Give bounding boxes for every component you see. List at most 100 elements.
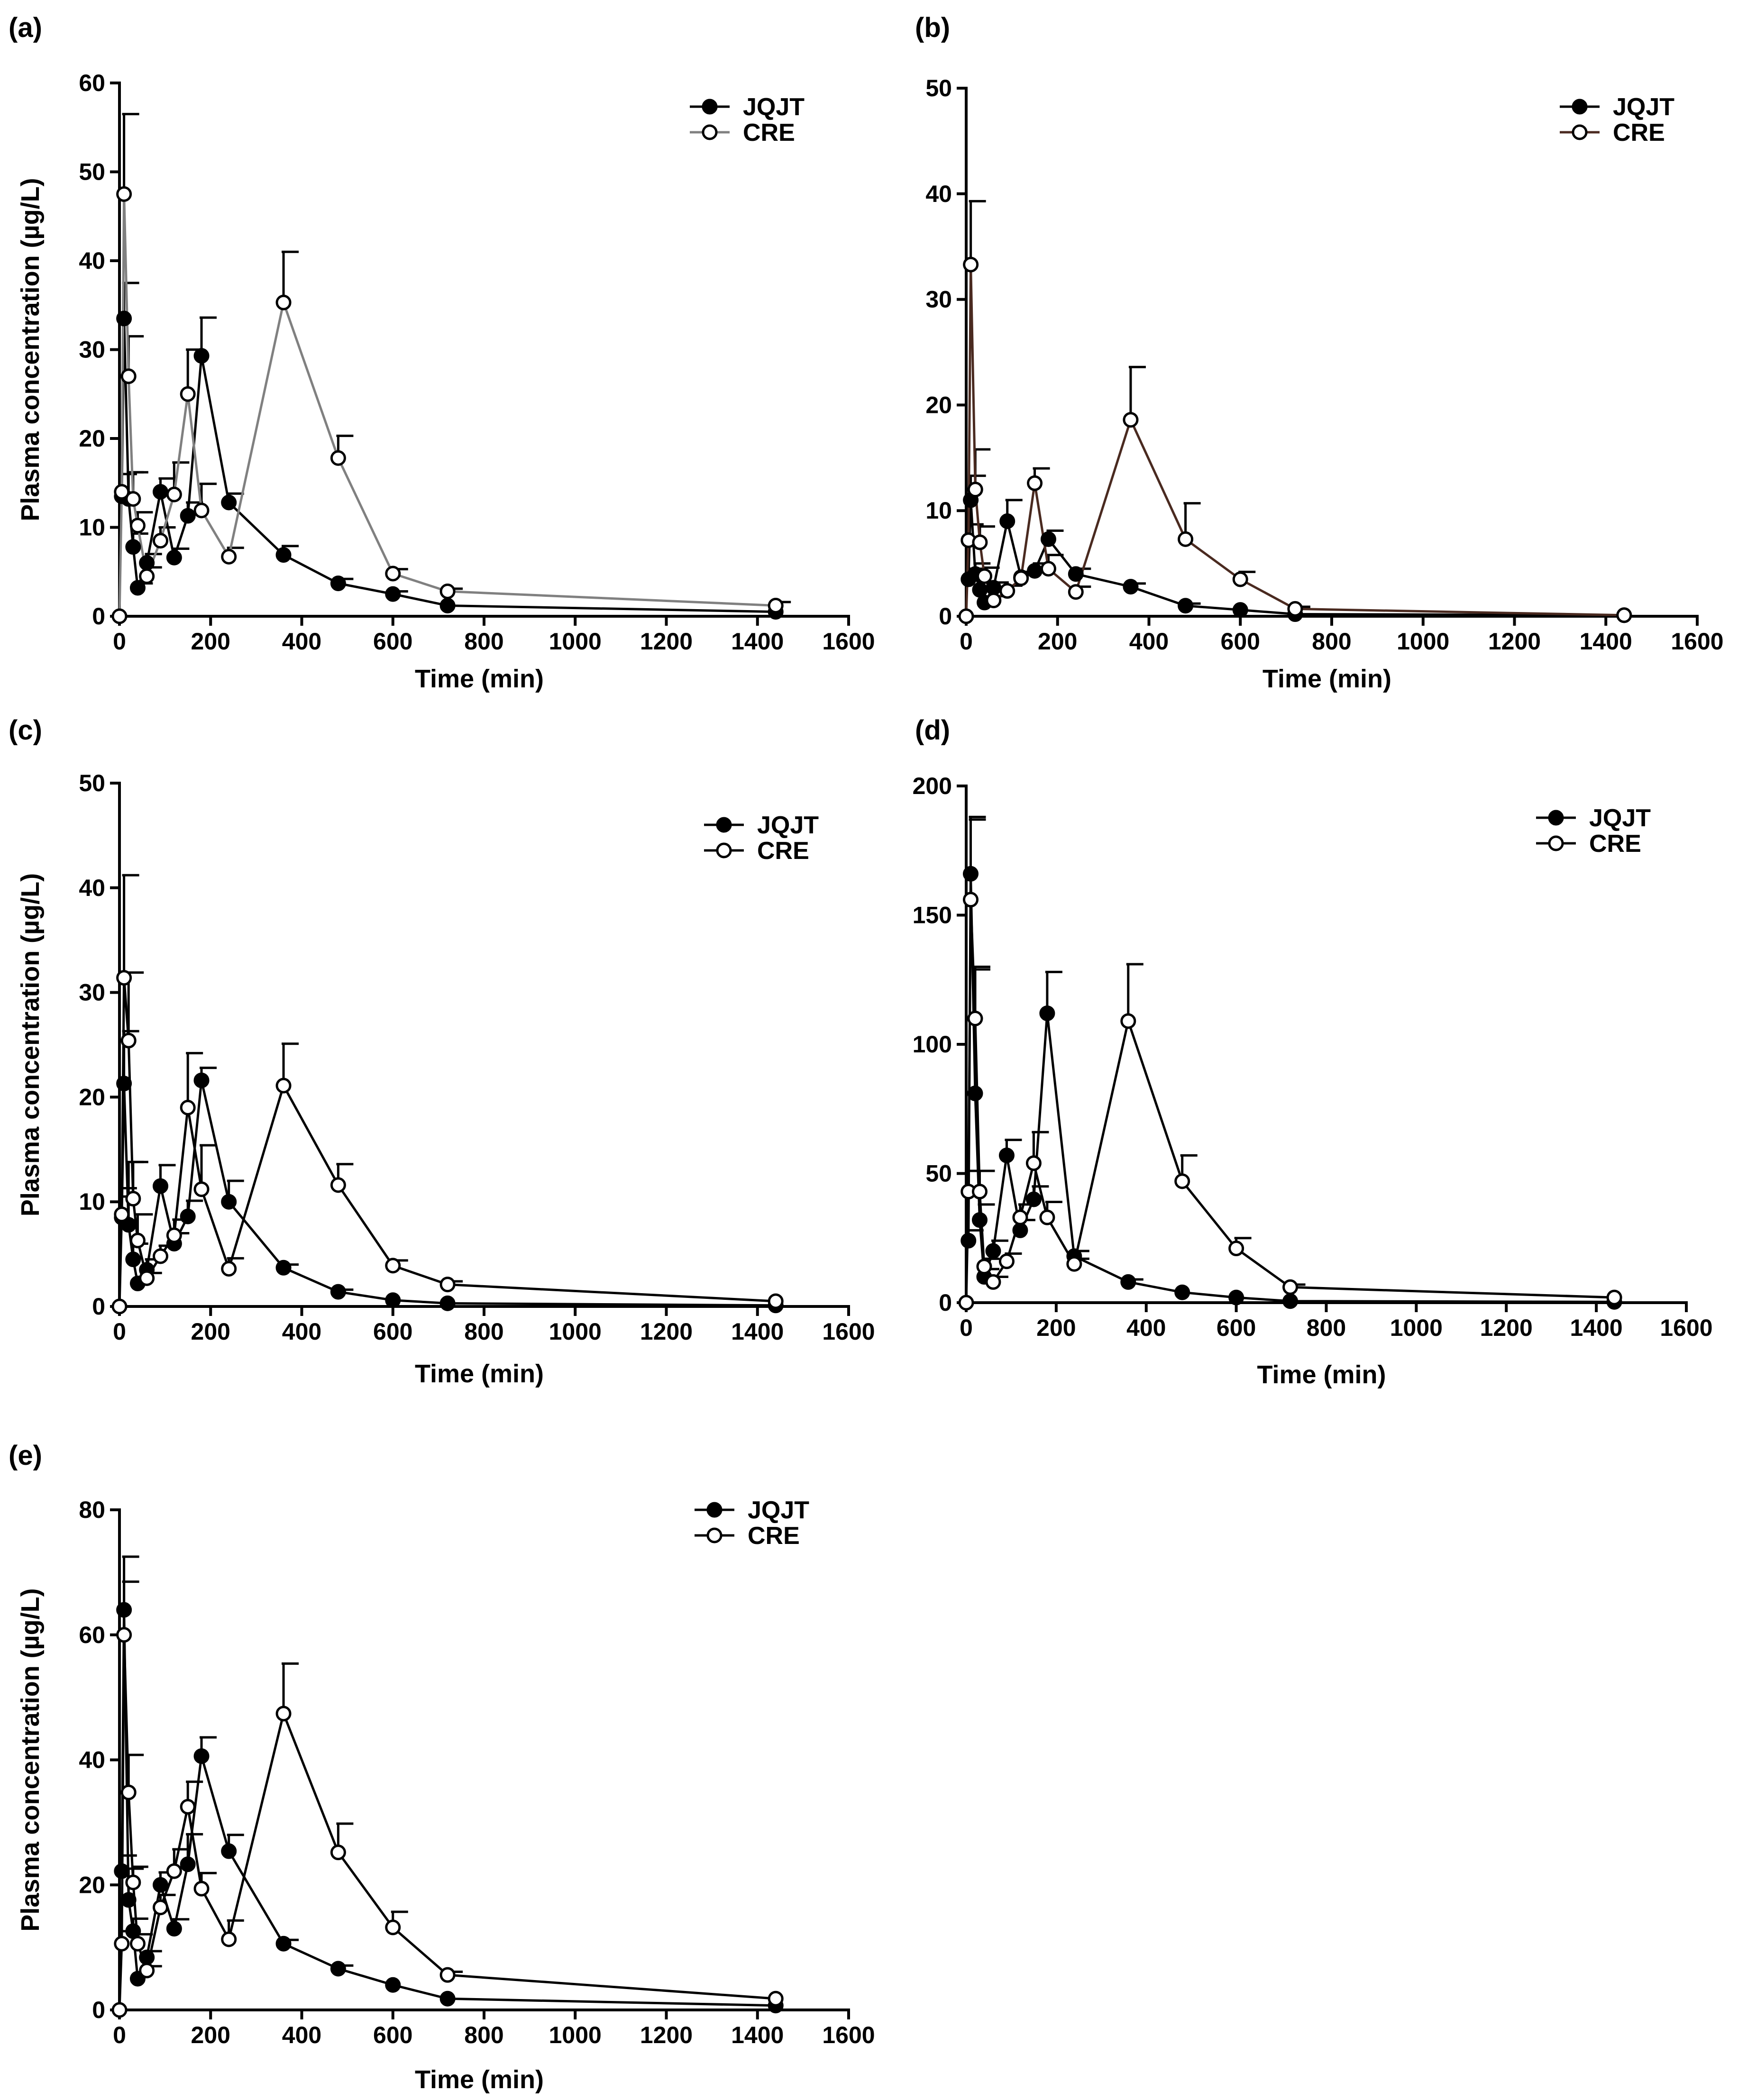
data-point — [971, 1212, 988, 1228]
data-point — [1228, 1289, 1244, 1306]
y-tick-label: 50 — [79, 159, 105, 185]
data-point — [221, 548, 237, 565]
series-line — [118, 194, 776, 617]
data-point — [967, 482, 983, 498]
data-point — [1040, 561, 1056, 577]
y-tick-label: 30 — [925, 286, 952, 313]
data-point — [999, 513, 1015, 529]
x-axis-title: Time (min) — [415, 2065, 544, 2094]
chart-panel-5: (e) 0 200 400 600 800 1000 1200 1400 1600 0 20 40 60 8… — [9, 1440, 875, 2094]
series-line — [967, 500, 1624, 617]
data-point — [153, 1248, 169, 1264]
data-point — [120, 1784, 137, 1800]
data-point — [1232, 602, 1248, 618]
data-point — [139, 568, 155, 584]
data-point — [972, 582, 988, 598]
chart-panel-1: (a) 0 200 400 600 800 1000 1200 1400 1600 0 10 20 30 4… — [9, 12, 875, 693]
data-point — [1123, 412, 1139, 428]
data-point — [166, 549, 182, 566]
x-tick-label: 1000 — [1390, 1315, 1443, 1341]
x-axis-title: Time (min) — [1262, 665, 1391, 693]
markers-cre — [958, 256, 1632, 624]
data-point — [1232, 571, 1248, 587]
legend-marker — [706, 1527, 723, 1543]
data-point — [439, 1277, 456, 1293]
data-point — [1174, 1284, 1190, 1300]
x-tick-label: 1600 — [822, 628, 875, 655]
data-point — [962, 866, 979, 882]
data-point — [139, 1270, 155, 1286]
data-point — [129, 1936, 146, 1952]
y-tick-label: 0 — [92, 603, 105, 630]
data-point — [971, 1184, 988, 1200]
x-tick-label: 1600 — [1671, 628, 1723, 655]
x-tick-label: 1400 — [1580, 628, 1632, 655]
data-point — [180, 1856, 196, 1872]
data-point — [1606, 1289, 1622, 1306]
y-tick-label: 40 — [79, 875, 105, 901]
y-tick-label: 150 — [913, 902, 952, 929]
data-point — [962, 892, 979, 908]
data-point — [1120, 1274, 1136, 1290]
panel-label: (d) — [915, 715, 950, 746]
y-tick-label: 20 — [79, 1084, 105, 1110]
data-point — [385, 1258, 401, 1274]
y-tick-label: 40 — [925, 181, 952, 207]
data-point — [275, 1260, 292, 1276]
markers-cre — [111, 186, 784, 624]
data-point — [166, 1921, 182, 1937]
x-tick-label: 1200 — [640, 628, 693, 655]
data-point — [193, 348, 210, 364]
legend-label: JQJT — [757, 812, 819, 839]
data-point — [960, 1233, 977, 1249]
data-point — [193, 1181, 210, 1197]
y-axis-title: Plasma concentration (µg/L) — [16, 178, 45, 521]
data-point — [129, 518, 146, 534]
data-point — [998, 1253, 1015, 1269]
x-tick-label: 800 — [1307, 1315, 1346, 1341]
data-point — [221, 1843, 237, 1859]
data-point — [114, 1206, 130, 1223]
data-point — [275, 547, 292, 563]
data-point — [129, 1233, 146, 1249]
x-tick-label: 1000 — [549, 628, 602, 655]
data-point — [153, 1899, 169, 1916]
x-tick-label: 1200 — [640, 1318, 693, 1345]
y-tick-label: 0 — [92, 1997, 105, 2023]
data-point — [114, 1863, 130, 1879]
series-line — [965, 899, 1615, 1303]
series-jqjt — [119, 282, 776, 613]
x-tick-label: 200 — [191, 1318, 230, 1345]
data-point — [1228, 1241, 1244, 1257]
data-point — [768, 1990, 784, 2007]
data-point — [1174, 1173, 1190, 1189]
x-tick-label: 1400 — [731, 628, 784, 655]
data-point — [193, 1881, 210, 1897]
data-point — [114, 484, 130, 500]
data-point — [120, 368, 137, 384]
data-point — [439, 1295, 456, 1311]
data-point — [1025, 1191, 1042, 1207]
x-tick-label: 1600 — [1660, 1315, 1712, 1341]
data-point — [385, 586, 401, 602]
x-axis-title: Time (min) — [415, 1360, 544, 1388]
data-point — [221, 494, 237, 511]
data-point — [1039, 1005, 1055, 1022]
data-point — [1040, 531, 1056, 547]
data-point — [221, 1194, 237, 1210]
legend-label: CRE — [743, 119, 795, 146]
y-tick-label: 0 — [939, 1289, 952, 1316]
data-point — [1027, 475, 1043, 491]
data-point — [439, 1990, 456, 2007]
y-tick-label: 200 — [913, 773, 952, 799]
series-cre — [118, 874, 776, 1307]
y-tick-label: 40 — [79, 247, 105, 274]
x-tick-label: 400 — [1129, 628, 1169, 655]
x-tick-label: 1000 — [1397, 628, 1449, 655]
data-point — [193, 502, 210, 519]
x-tick-label: 200 — [191, 628, 230, 655]
data-point — [193, 1072, 210, 1088]
data-point — [963, 256, 979, 273]
